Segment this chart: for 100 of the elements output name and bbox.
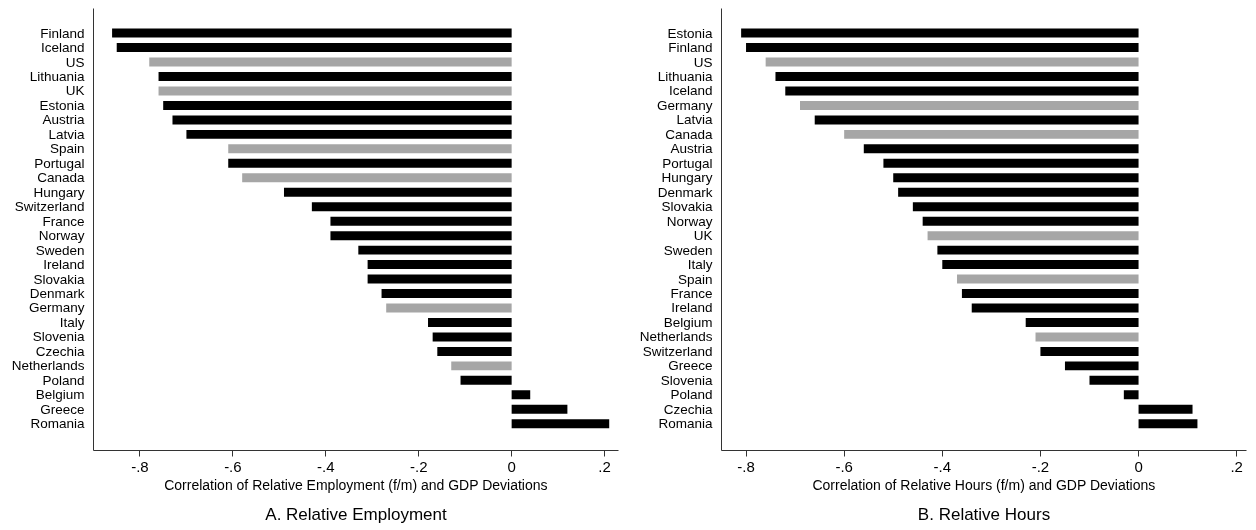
y-tick-label: Finland xyxy=(668,40,713,56)
y-tick-label: Latvia xyxy=(48,126,85,142)
bar xyxy=(883,158,1139,168)
bar xyxy=(511,390,531,400)
y-tick-label: Spain xyxy=(677,271,713,287)
y-tick-label: US xyxy=(65,54,85,70)
y-tick-label: Netherlands xyxy=(639,329,713,345)
y-tick-label: Romania xyxy=(658,416,713,432)
y-tick-label: Germany xyxy=(28,300,85,316)
y-tick-label: Norway xyxy=(666,213,713,229)
y-tick-label: France xyxy=(42,213,85,229)
y-tick-label: Latvia xyxy=(676,112,713,128)
y-tick-label: Slovenia xyxy=(32,329,85,345)
y-tick-label: Switzerland xyxy=(642,343,713,359)
x-tick-label: -.2 xyxy=(1031,457,1050,475)
bar xyxy=(1089,375,1139,385)
bar xyxy=(927,231,1139,241)
y-tick-label: Slovakia xyxy=(661,199,713,215)
y-tick-label: Netherlands xyxy=(11,358,85,374)
bar xyxy=(451,361,512,371)
bar xyxy=(432,332,512,342)
x-tick-label: .2 xyxy=(598,457,611,475)
bar xyxy=(460,375,512,385)
bar xyxy=(158,72,512,81)
bar xyxy=(746,43,1139,53)
y-tick-label: UK xyxy=(693,228,713,244)
x-tick-label: -.2 xyxy=(409,457,428,475)
bar xyxy=(116,43,512,53)
y-tick-label: Czechia xyxy=(663,401,713,417)
bar xyxy=(922,216,1139,226)
y-tick-label: France xyxy=(670,286,713,302)
y-tick-label: Portugal xyxy=(662,155,713,171)
x-tick-label: -.8 xyxy=(131,457,149,475)
y-tick-label: Greece xyxy=(40,401,85,417)
y-tick-label: Ireland xyxy=(671,300,713,316)
bar xyxy=(957,274,1139,284)
bar xyxy=(283,187,512,197)
bar xyxy=(775,72,1139,81)
bar xyxy=(367,274,512,284)
y-tick-label: Italy xyxy=(687,257,713,273)
x-tick-label: 0 xyxy=(507,457,516,475)
y-tick-label: Iceland xyxy=(668,83,713,99)
bar xyxy=(228,144,512,154)
y-tick-label: Finland xyxy=(40,25,85,41)
y-tick-label: Norway xyxy=(38,228,85,244)
text: B. Relative Hours xyxy=(917,504,1051,524)
bar xyxy=(912,202,1139,212)
y-tick-label: Switzerland xyxy=(14,199,85,215)
x-tick-label: -.4 xyxy=(933,457,952,475)
y-tick-label: Denmark xyxy=(29,286,85,302)
y-tick-label: UK xyxy=(65,83,85,99)
bar xyxy=(381,289,512,299)
bar xyxy=(158,86,512,96)
text: A. Relative Employment xyxy=(265,504,447,524)
y-tick-label: Lithuania xyxy=(657,69,713,84)
y-tick-label: Romania xyxy=(30,416,85,432)
bar xyxy=(511,419,610,429)
bar xyxy=(428,317,512,327)
y-tick-label: Denmark xyxy=(657,184,713,200)
y-tick-label: Germany xyxy=(656,97,713,113)
y-tick-label: Canada xyxy=(665,126,713,142)
bar xyxy=(330,216,512,226)
y-tick-label: Belgium xyxy=(35,387,85,403)
y-tick-label: Hungary xyxy=(661,170,713,186)
bar xyxy=(814,115,1139,125)
bar xyxy=(172,115,512,125)
y-tick-label: Canada xyxy=(37,170,85,186)
bar xyxy=(1040,346,1139,356)
y-tick-label: Czechia xyxy=(35,343,85,359)
y-tick-label: Belgium xyxy=(663,314,713,330)
bar xyxy=(800,100,1139,110)
bar xyxy=(330,231,512,241)
bar xyxy=(437,346,512,356)
bar xyxy=(367,260,512,270)
y-tick-label: Austria xyxy=(42,112,85,128)
bar xyxy=(386,303,512,313)
x-tick-label: -.6 xyxy=(835,457,853,475)
x-axis-title: Correlation of Relative Employment (f/m) and GDP Deviations xyxy=(164,476,548,493)
bar xyxy=(1138,404,1193,414)
y-tick-label: Lithuania xyxy=(29,69,85,84)
y-tick-label: Slovenia xyxy=(660,372,713,388)
y-tick-label: Poland xyxy=(42,372,85,388)
bar xyxy=(149,57,512,67)
bar xyxy=(242,173,512,183)
bar xyxy=(186,129,512,139)
y-tick-label: Spain xyxy=(49,141,85,157)
y-tick-label: Estonia xyxy=(39,97,85,113)
bar xyxy=(844,129,1139,139)
y-tick-label: Sweden xyxy=(663,242,713,258)
bar xyxy=(893,173,1139,183)
bar xyxy=(163,100,512,110)
y-tick-label: Estonia xyxy=(667,25,713,41)
bar xyxy=(863,144,1139,154)
x-tick-label: -.8 xyxy=(737,457,755,475)
bar xyxy=(1123,390,1139,400)
y-tick-label: Austria xyxy=(670,141,713,157)
bar xyxy=(311,202,512,212)
bar xyxy=(112,28,512,38)
bar xyxy=(228,158,512,168)
y-tick-label: Poland xyxy=(670,387,713,403)
